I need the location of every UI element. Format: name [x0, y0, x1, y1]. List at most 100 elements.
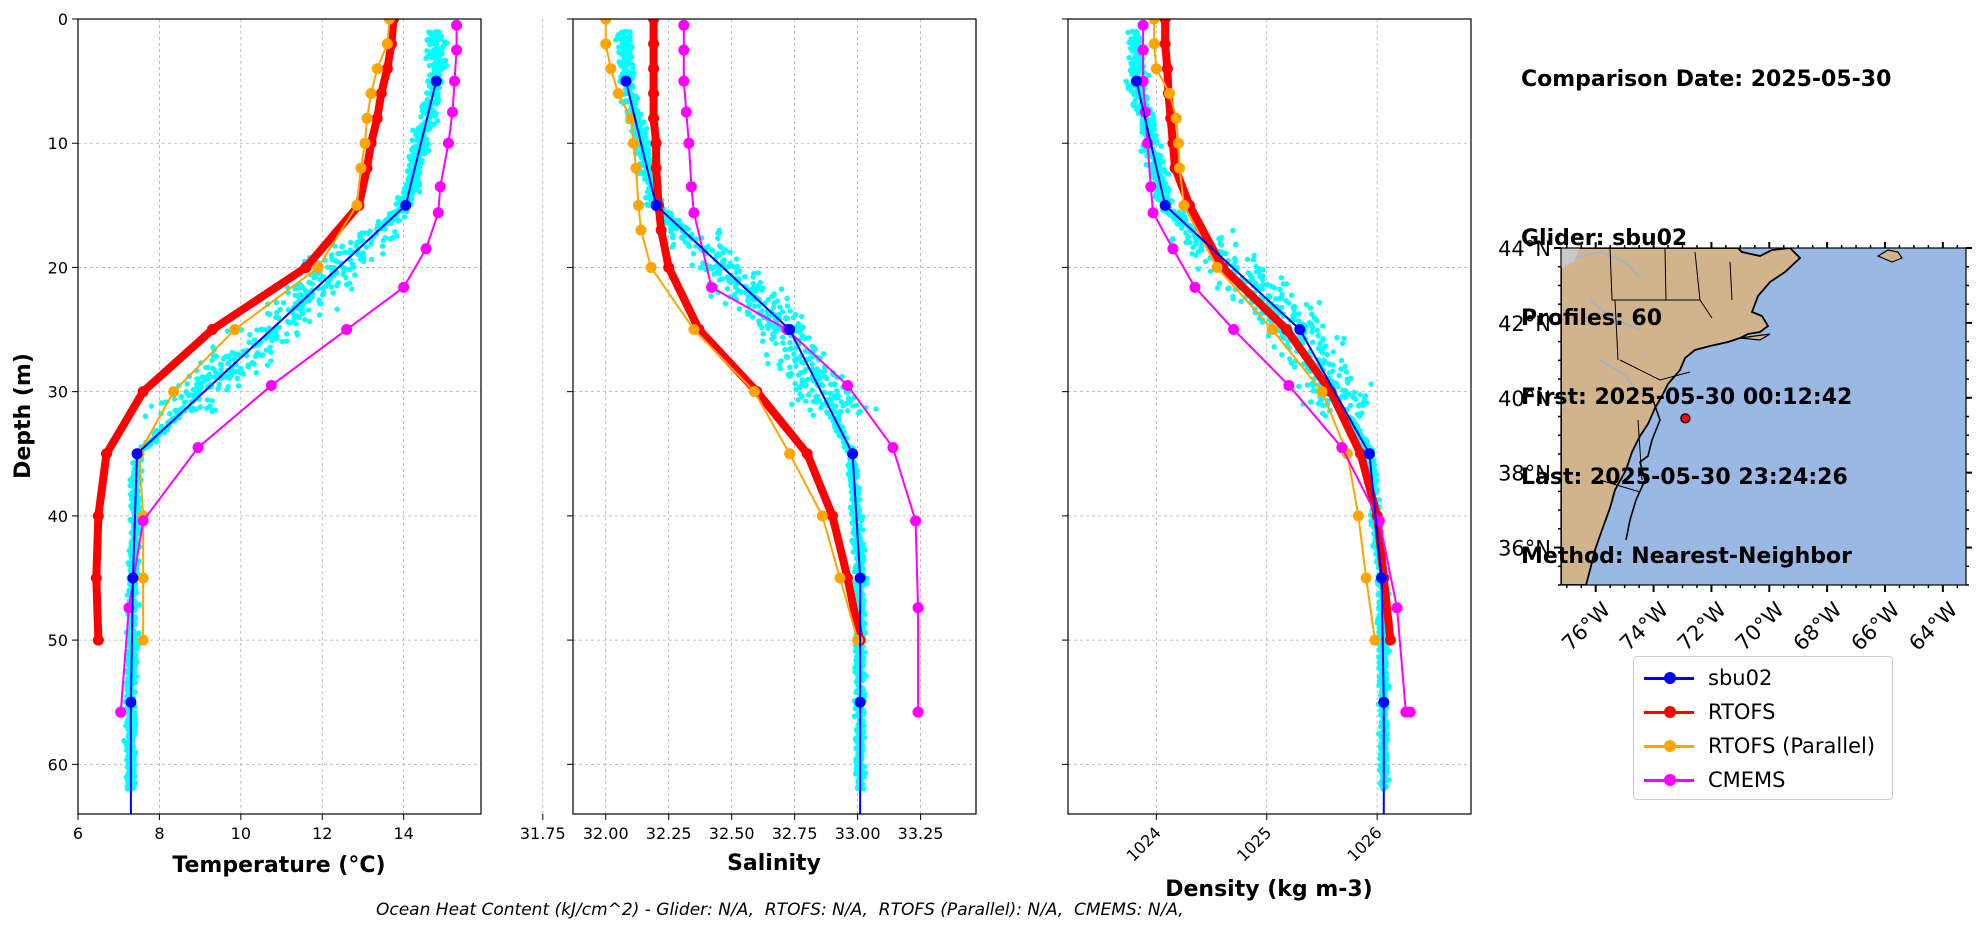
- glider-observation-point: [822, 374, 828, 380]
- glider-observation-point: [1193, 252, 1199, 259]
- glider-observation-point: [1314, 317, 1320, 324]
- series-marker-rtofs: [648, 63, 660, 75]
- glider-observation-point: [1150, 114, 1156, 121]
- series-marker-sbu02: [1378, 696, 1390, 708]
- glider-observation-point: [249, 359, 256, 366]
- glider-observation-point: [1273, 296, 1279, 302]
- glider-observation-point: [126, 562, 133, 568]
- series-marker-rtofs-parallel-: [1369, 634, 1381, 646]
- glider-observation-point: [792, 345, 799, 351]
- glider-observation-point: [1125, 29, 1131, 36]
- glider-observation-point: [131, 468, 137, 475]
- glider-observation-point: [711, 264, 718, 270]
- glider-observation-point: [390, 210, 396, 216]
- glider-observation-point: [1123, 78, 1129, 85]
- glider-observation-point: [641, 135, 647, 142]
- series-marker-cmems: [420, 243, 432, 255]
- glider-observation-point: [217, 361, 223, 367]
- series-marker-rtofs: [1159, 38, 1171, 50]
- glider-observation-point: [839, 424, 845, 430]
- series-marker-rtofs: [655, 224, 667, 236]
- glider-observation-point: [862, 649, 868, 656]
- glider-observation-point: [321, 289, 327, 295]
- glider-observation-point: [363, 244, 370, 250]
- glider-observation-point: [1149, 165, 1155, 171]
- glider-observation-point: [784, 354, 791, 361]
- glider-observation-point: [441, 64, 448, 70]
- series-marker-cmems: [265, 379, 277, 391]
- map-x-tick-label: 76°W: [1557, 597, 1615, 655]
- legend-label: RTOFS: [1708, 700, 1776, 724]
- glider-observation-point: [779, 334, 786, 340]
- glider-observation-point: [827, 390, 833, 397]
- glider-observation-point: [698, 264, 704, 271]
- glider-observation-point: [711, 271, 717, 277]
- glider-observation-point: [189, 405, 196, 411]
- comparison-info: Comparison Date: 2025-05-30 Glider: sbu0…: [1521, 14, 1891, 597]
- glider-observation-point: [418, 114, 424, 120]
- glider-observation-point: [396, 199, 402, 206]
- glider-observation-point: [1384, 763, 1390, 770]
- glider-observation-point: [637, 152, 644, 159]
- glider-observation-point: [247, 331, 253, 338]
- glider-observation-point: [188, 392, 194, 398]
- map-state-borders: [1599, 248, 1733, 493]
- glider-observation-point: [135, 497, 142, 504]
- glider-observation-point: [1310, 382, 1316, 389]
- glider-observation-point: [646, 202, 653, 208]
- glider-observation-point: [431, 67, 438, 73]
- glider-observation-point: [1198, 247, 1205, 253]
- method: Method: Nearest-Neighbor: [1521, 544, 1852, 569]
- series-marker-cmems: [1137, 44, 1149, 56]
- glider-observation-point: [435, 96, 442, 103]
- map-lake: [1561, 248, 1580, 268]
- glider-observation-point: [273, 299, 280, 306]
- glider-observation-point: [799, 377, 805, 383]
- series-marker-rtofs: [300, 261, 312, 273]
- glider-observation-point: [832, 381, 838, 387]
- glider-observation-point: [294, 332, 301, 338]
- series-marker-rtofs-parallel-: [612, 88, 624, 100]
- glider-observation-point: [1144, 95, 1151, 102]
- series-marker-sbu02: [400, 199, 412, 211]
- glider-observation-point: [760, 331, 766, 337]
- series-marker-rtofs-parallel-: [852, 634, 864, 646]
- series-marker-cmems: [451, 44, 463, 56]
- glider-observation-point: [1309, 339, 1316, 345]
- series-marker-rtofs: [1159, 19, 1171, 25]
- x-tick-label: 1024: [1123, 823, 1165, 865]
- glider-observation-point: [352, 272, 358, 278]
- map-y-tick-label: 40°N: [1498, 387, 1551, 411]
- glider-observation-point: [1376, 647, 1382, 653]
- glider-observation-point: [273, 335, 280, 342]
- x-tick-label: 33.00: [835, 824, 881, 843]
- series-marker-rtofs-parallel-: [365, 88, 377, 100]
- glider-observation-point: [1276, 328, 1282, 334]
- glider-observation-point: [268, 349, 274, 355]
- glider-observation-point: [1279, 352, 1285, 358]
- glider-observation-point: [1288, 292, 1295, 298]
- glider-observation-point: [1232, 255, 1238, 262]
- comparison-date: Comparison Date: 2025-05-30: [1521, 67, 1892, 92]
- glider-observation-point: [642, 130, 649, 137]
- glider-observation-point: [316, 312, 323, 318]
- glider-observation-point: [194, 376, 200, 382]
- series-marker-cmems: [706, 281, 718, 293]
- salinity-ticks: 31.75 32.00 32.25 32.50 32.75 33.00 33.25: [520, 18, 943, 843]
- glider-observation-point: [780, 340, 786, 346]
- glider-observation-point: [1285, 300, 1292, 306]
- glider-observation-point: [714, 235, 721, 242]
- series-marker-rtofs-parallel-: [137, 572, 149, 584]
- glider-observation-point: [1377, 674, 1384, 680]
- glider-observation-point: [1334, 334, 1340, 341]
- glider-observation-point: [433, 41, 439, 48]
- glider-observation-point: [770, 331, 776, 337]
- glider-observation-point: [133, 652, 139, 658]
- series-marker-rtofs-parallel-: [1170, 112, 1182, 124]
- glider-observation-point: [360, 258, 367, 265]
- glider-observation-point: [292, 292, 299, 299]
- map-x-tick-label: 74°W: [1615, 597, 1673, 655]
- glider-observation-point: [1134, 30, 1141, 37]
- glider-observation-point: [620, 61, 626, 68]
- glider-observation-point: [831, 393, 838, 399]
